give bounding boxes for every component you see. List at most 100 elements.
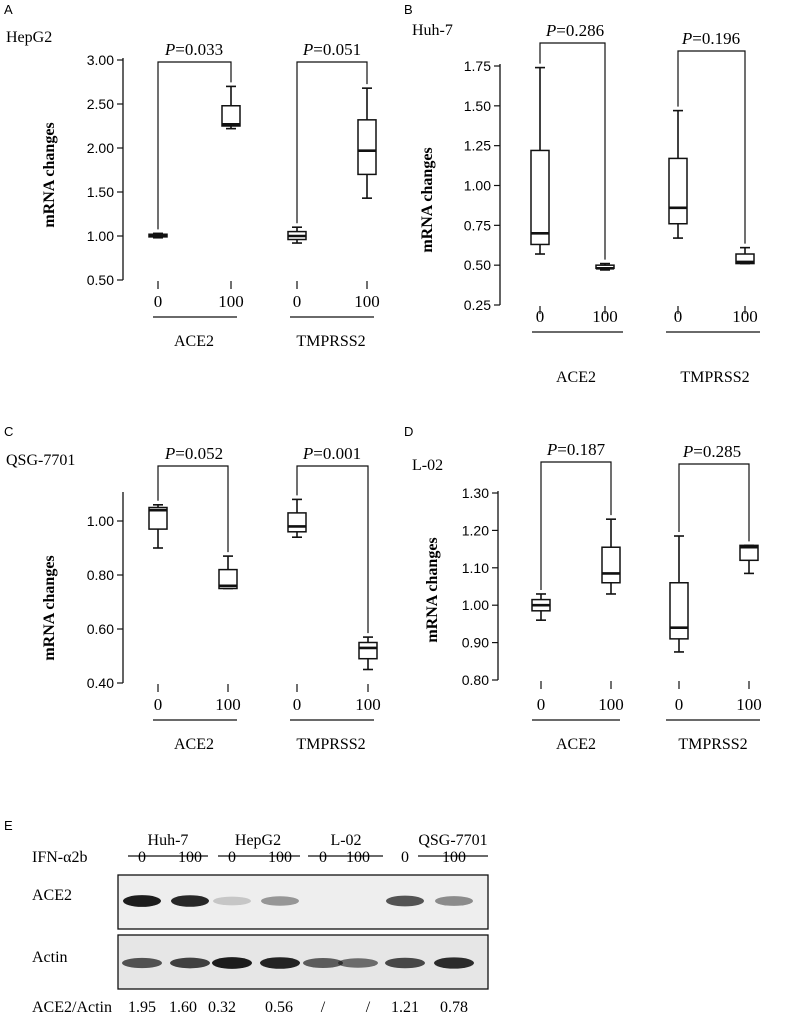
box-body — [218, 568, 238, 590]
panel-letter: A — [4, 2, 13, 17]
p-value-text: =0.196 — [692, 29, 740, 48]
p-value-label: P=0.051 — [302, 40, 361, 59]
box-tmprss2-100 — [357, 87, 377, 199]
p-value-text: =0.285 — [693, 442, 741, 461]
ratio-value: / — [366, 999, 371, 1016]
box-body — [287, 512, 307, 533]
p-symbol: P — [545, 21, 556, 40]
y-tick-label: 1.25 — [464, 138, 491, 154]
x-tick-label: 100 — [354, 292, 380, 311]
ratio-value: 1.95 — [128, 999, 156, 1016]
box-ace2-0 — [148, 232, 168, 239]
y-tick-label: 0.40 — [87, 675, 114, 691]
band-ace2 — [171, 895, 209, 907]
box-tmprss2-100 — [735, 246, 755, 265]
p-value-label: P=0.001 — [302, 444, 361, 463]
band-actin — [212, 957, 252, 969]
band-actin — [385, 957, 425, 969]
ratio-value: 1.21 — [391, 999, 419, 1016]
p-value-label: P=0.052 — [164, 444, 223, 463]
ratio-value: 0.32 — [208, 999, 236, 1016]
group-label: ACE2 — [556, 736, 596, 753]
x-tick-label: 0 — [293, 292, 302, 311]
box-tmprss2-0 — [287, 226, 307, 244]
y-tick-label: 1.30 — [462, 485, 489, 501]
band-actin — [122, 957, 162, 969]
p-value-label: P=0.285 — [682, 442, 741, 461]
row-label-actin: Actin — [32, 949, 68, 966]
panel-title: Huh-7 — [412, 22, 453, 39]
significance-bracket — [677, 50, 746, 244]
box-tmprss2-100 — [358, 636, 378, 671]
box-body — [601, 546, 621, 584]
band-actin — [260, 957, 300, 969]
x-tick-label: 100 — [218, 292, 244, 311]
x-tick-label: 100 — [355, 695, 381, 714]
y-tick-label: 0.90 — [462, 635, 489, 651]
y-tick-label: 1.00 — [87, 228, 114, 244]
box-body — [669, 582, 689, 640]
group-label: ACE2 — [556, 369, 596, 386]
dose-label: 0 — [319, 849, 327, 866]
y-tick-label: 1.50 — [87, 184, 114, 200]
x-tick-label: 0 — [675, 695, 684, 714]
box-tmprss2-0 — [669, 535, 689, 653]
y-tick-label: 1.00 — [87, 513, 114, 529]
y-tick-label: 3.00 — [87, 52, 114, 68]
ratio-value: 1.60 — [169, 999, 197, 1016]
y-tick-label: 2.50 — [87, 96, 114, 112]
p-symbol: P — [546, 440, 557, 459]
box-ace2-100 — [221, 85, 241, 130]
significance-bracket — [296, 465, 369, 634]
significance-bracket — [540, 461, 612, 590]
ratio-value: 0.56 — [265, 999, 293, 1016]
treatment-label: IFN-α2b — [32, 849, 88, 866]
y-tick-label: 0.60 — [87, 621, 114, 637]
panel-c: C QSG-7701 mRNA changes 0.40 0.60 0.80 1.00 0 10… — [4, 424, 381, 753]
p-symbol: P — [681, 29, 692, 48]
row-label-ace2: ACE2 — [32, 887, 72, 904]
panel-letter: D — [404, 424, 413, 439]
panel-letter: E — [4, 818, 13, 833]
x-tick-label: 100 — [215, 695, 241, 714]
box-ace2-0 — [530, 66, 550, 255]
ratio-value: 0.78 — [440, 999, 468, 1016]
y-tick-label: 2.00 — [87, 140, 114, 156]
band-ace2 — [213, 896, 251, 906]
box-body — [148, 506, 168, 530]
cell-line-label: QSG-7701 — [418, 832, 487, 849]
box-body — [735, 253, 755, 265]
box-tmprss2-0 — [668, 109, 688, 239]
p-value-label: P=0.033 — [164, 40, 223, 59]
dose-label: 100 — [346, 849, 370, 866]
p-value-text: =0.052 — [175, 444, 223, 463]
y-tick-label: 0.80 — [87, 567, 114, 583]
cell-line-label: Huh-7 — [148, 832, 189, 849]
p-value-text: =0.286 — [556, 21, 604, 40]
p-value-text: =0.033 — [175, 40, 223, 59]
band-actin — [338, 958, 378, 968]
p-symbol: P — [164, 444, 175, 463]
dose-label: 0 — [228, 849, 236, 866]
box-ace2-100 — [595, 262, 615, 271]
cell-line-label: L-02 — [330, 832, 361, 849]
y-tick-label: 0.75 — [464, 217, 491, 233]
x-tick-label: 100 — [736, 695, 762, 714]
group-label: TMPRSS2 — [680, 369, 749, 386]
y-tick-label: 1.00 — [462, 597, 489, 613]
dose-label: 0 — [401, 849, 409, 866]
group-label: TMPRSS2 — [296, 333, 365, 350]
box-body — [357, 119, 377, 176]
ratio-label: ACE2/Actin — [32, 999, 112, 1016]
cell-line-label: HepG2 — [235, 832, 281, 849]
panel-b: B Huh-7 mRNA changes 0.25 0.50 0.75 1.00 1.25 1.… — [404, 2, 760, 386]
significance-bracket — [157, 465, 229, 553]
box-body — [530, 149, 550, 246]
panel-e: E Huh-7 HepG2 L-02 QSG-7701 IFN-α2b 0 100 0 100 0 1… — [4, 818, 489, 1016]
p-value-text: =0.051 — [313, 40, 361, 59]
panel-a: A HepG2 mRNA changes 0.50 1.00 1.50 2.00 2.50 3.… — [4, 2, 380, 350]
group-label: TMPRSS2 — [296, 736, 365, 753]
dose-label: 100 — [178, 849, 202, 866]
significance-bracket — [157, 61, 232, 230]
dose-label: 100 — [442, 849, 466, 866]
